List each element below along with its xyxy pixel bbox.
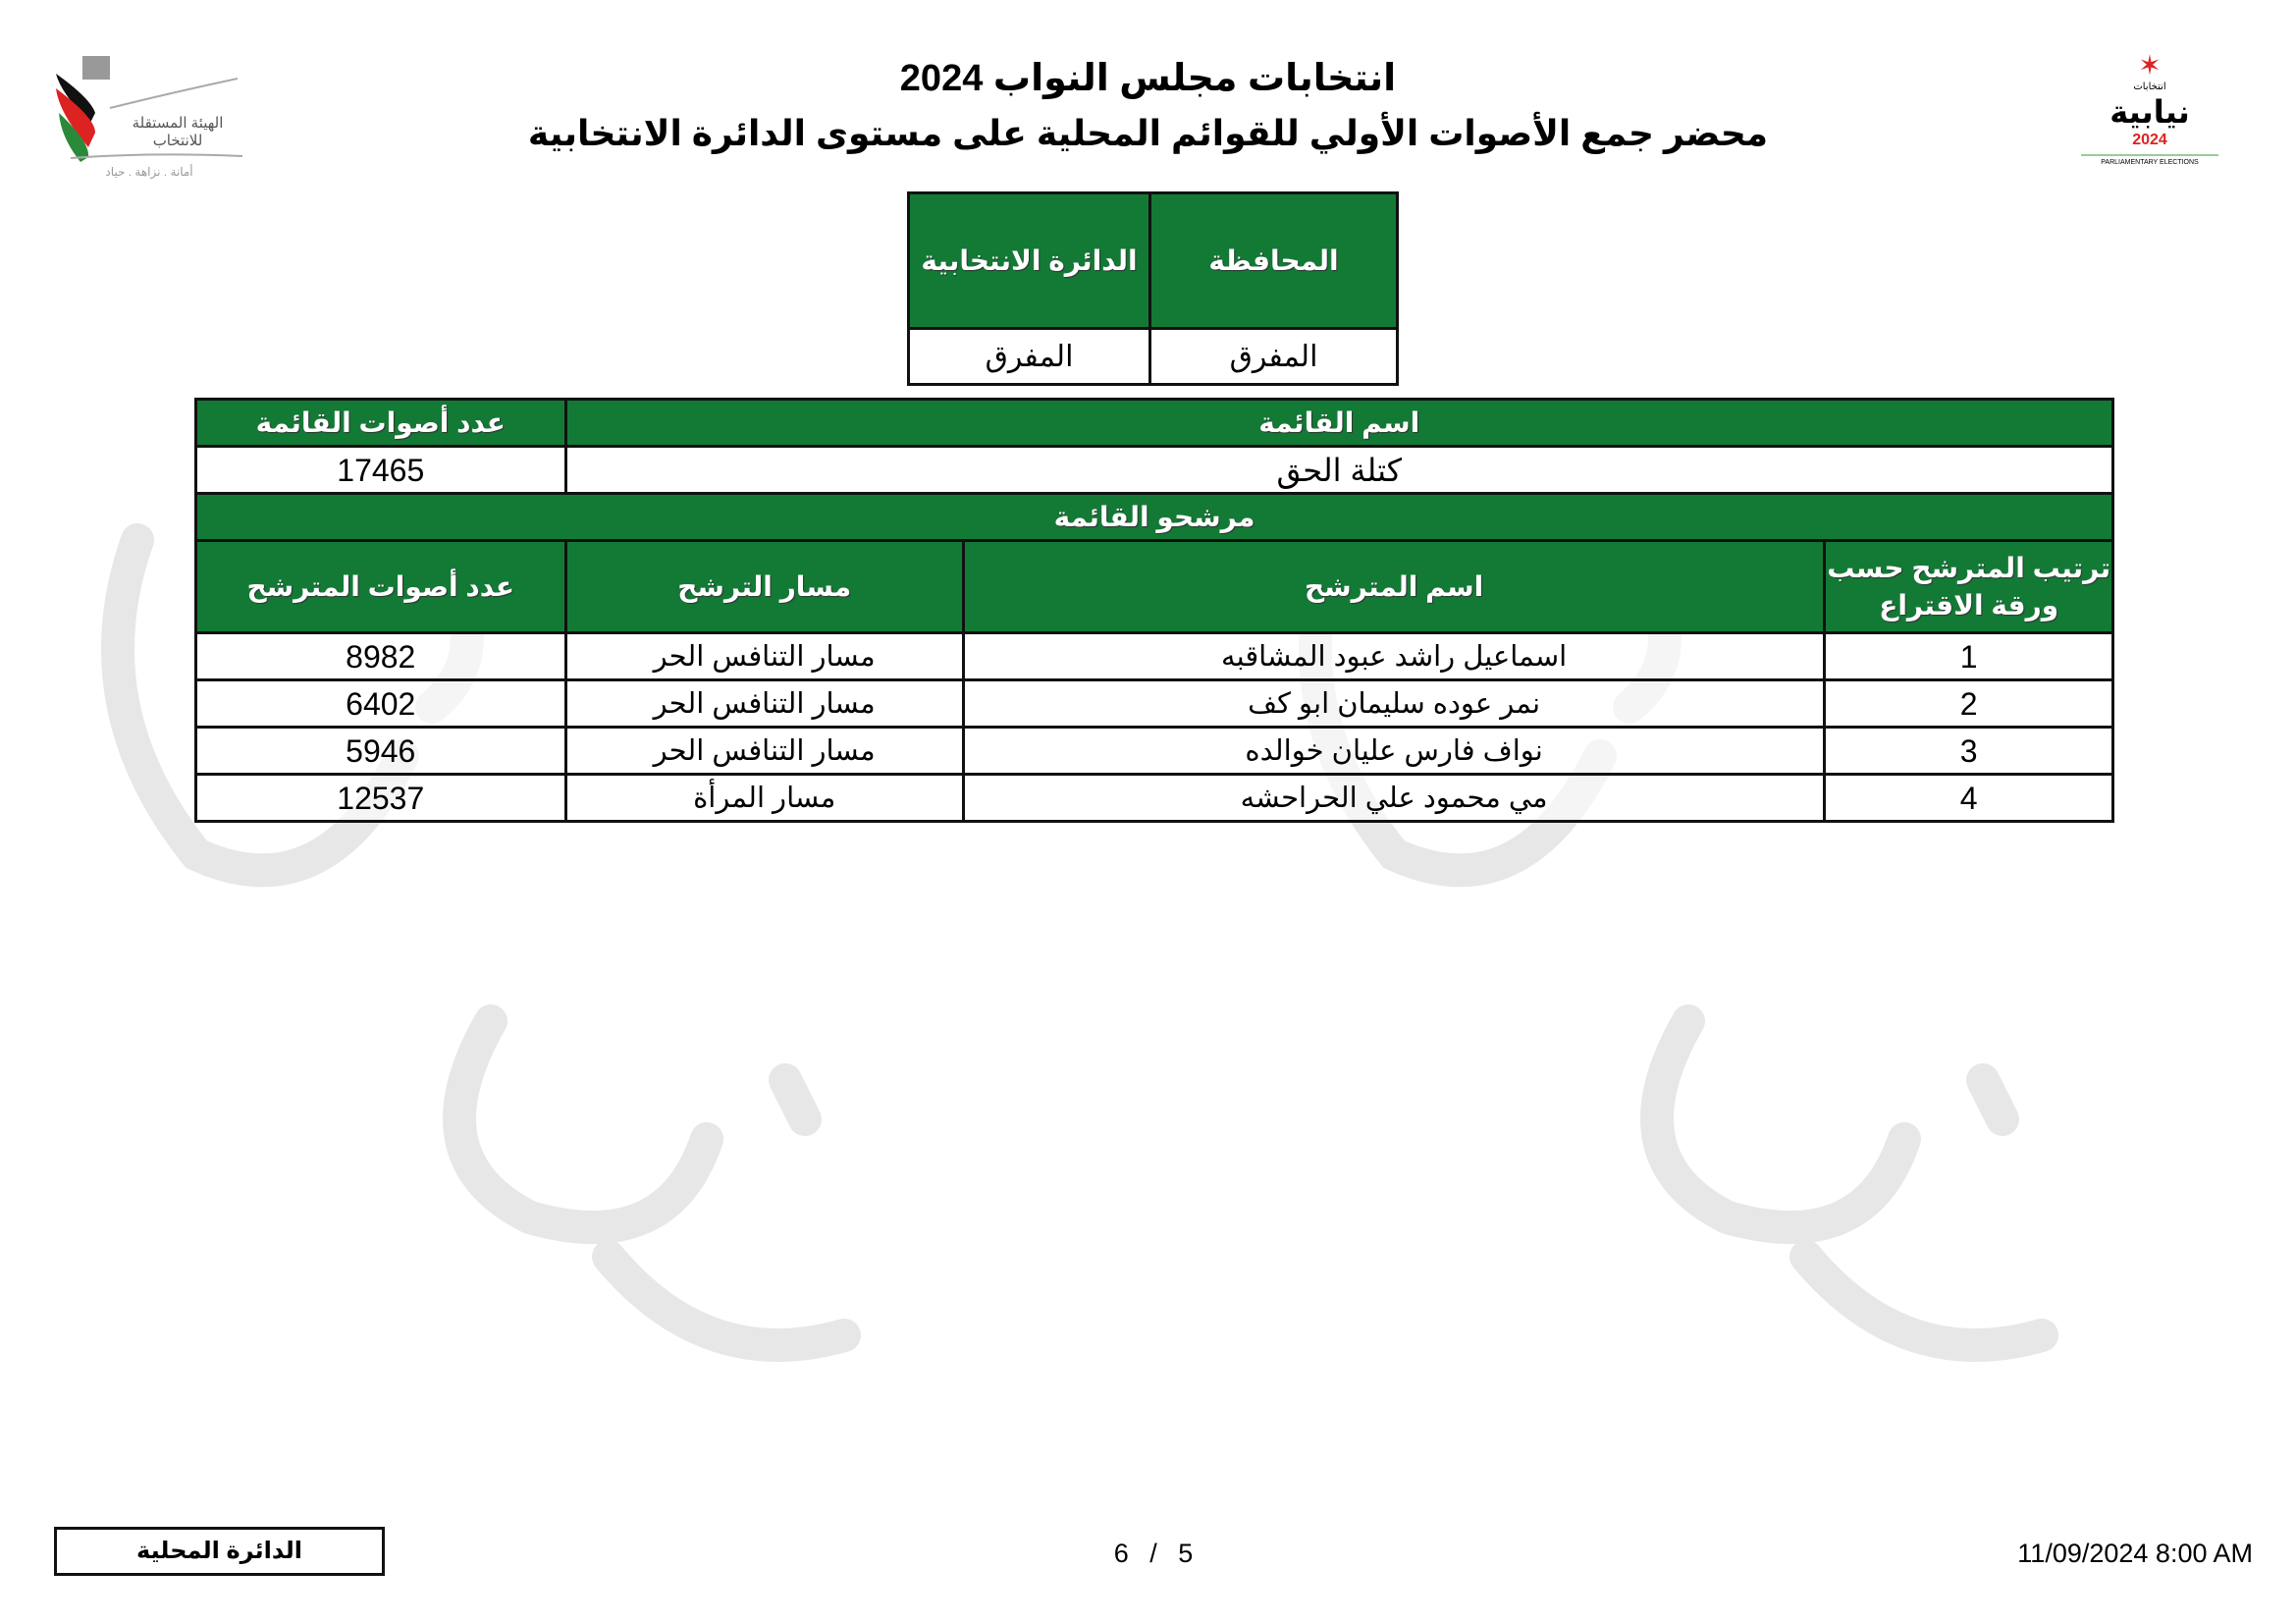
rank-header: ترتيب المترشح حسب ورقة الاقتراع (1823, 539, 2114, 634)
candidate-name: نمر عوده سليمان ابو كف (961, 678, 1827, 729)
list-name-header: اسم القائمة (563, 398, 2115, 448)
list-table: اسم القائمة عدد أصوات القائمة كتلة الحق … (194, 398, 2115, 823)
logo-year: 2024 (2132, 132, 2167, 148)
governorate-header: المحافظة (1148, 191, 1399, 330)
print-datetime: 11/09/2024 8:00 AM (2017, 1539, 2253, 1568)
page-title: انتخابات مجلس النواب 2024 (899, 58, 1397, 99)
candidate-name: نواف فارس عليان خوالده (961, 726, 1827, 776)
logo-text: للانتخاب (152, 133, 203, 149)
candidate-name-header: اسم المترشح (961, 539, 1827, 634)
candidate-name: مي محمود علي الحراحشه (961, 773, 1827, 823)
watermark (443, 1004, 861, 1362)
rank: 4 (1823, 773, 2114, 823)
table-row: 3 نواف فارس عليان خوالده مسار التنافس ال… (194, 726, 2114, 776)
candidate-votes: 12537 (194, 773, 567, 823)
district-header: الدائرة الانتخابية (907, 191, 1151, 330)
district-value: المفرق (907, 327, 1151, 386)
district-table: المحافظة الدائرة الانتخابية المفرق المفر… (907, 191, 1399, 386)
logo-caption: PARLIAMENTARY ELECTIONS (2081, 154, 2218, 168)
track: مسار التنافس الحر (563, 631, 965, 681)
logo-text: الهيئة المستقلة (132, 115, 224, 132)
page-subtitle: محضر جمع الأصوات الأولي للقوائم المحلية … (527, 113, 1769, 153)
star-icon: ✶ (2138, 50, 2162, 81)
track-header: مسار الترشح (563, 539, 965, 634)
iec-logo: الهيئة المستقلة للانتخاب أمانة . نزاهة .… (51, 54, 247, 187)
list-name: كتلة الحق (563, 445, 2115, 495)
list-votes: 17465 (194, 445, 567, 495)
rank: 3 (1823, 726, 2114, 776)
candidate-votes-header: عدد أصوات المترشح (194, 539, 567, 634)
track: مسار التنافس الحر (563, 678, 965, 729)
track: مسار المرأة (563, 773, 965, 823)
watermark (1640, 1004, 2058, 1362)
logo-text: نيابية (2109, 94, 2190, 130)
table-row: 1 اسماعيل راشد عبود المشاقبه مسار التناف… (194, 631, 2114, 681)
table-row: 2 نمر عوده سليمان ابو كف مسار التنافس ال… (194, 678, 2114, 729)
table-row: 4 مي محمود علي الحراحشه مسار المرأة 1253… (194, 773, 2114, 823)
rank: 2 (1823, 678, 2114, 729)
elections-logo: ✶ انتخابات نيابية 2024 PARLIAMENTARY ELE… (2081, 51, 2218, 193)
page-number: 6 / 5 (1113, 1539, 1194, 1568)
track: مسار التنافس الحر (563, 726, 965, 776)
rank: 1 (1823, 631, 2114, 681)
candidate-votes: 8982 (194, 631, 567, 681)
logo-tagline: أمانة . نزاهة . حياد (105, 165, 193, 179)
candidate-name: اسماعيل راشد عبود المشاقبه (961, 631, 1827, 681)
candidate-votes: 5946 (194, 726, 567, 776)
list-votes-header: عدد أصوات القائمة (194, 398, 567, 448)
candidates-header: مرشحو القائمة (194, 492, 2114, 542)
candidate-votes: 6402 (194, 678, 567, 729)
logo-text: انتخابات (2133, 81, 2166, 92)
governorate-value: المفرق (1148, 327, 1399, 386)
footer-district-box: الدائرة المحلية (54, 1527, 385, 1576)
